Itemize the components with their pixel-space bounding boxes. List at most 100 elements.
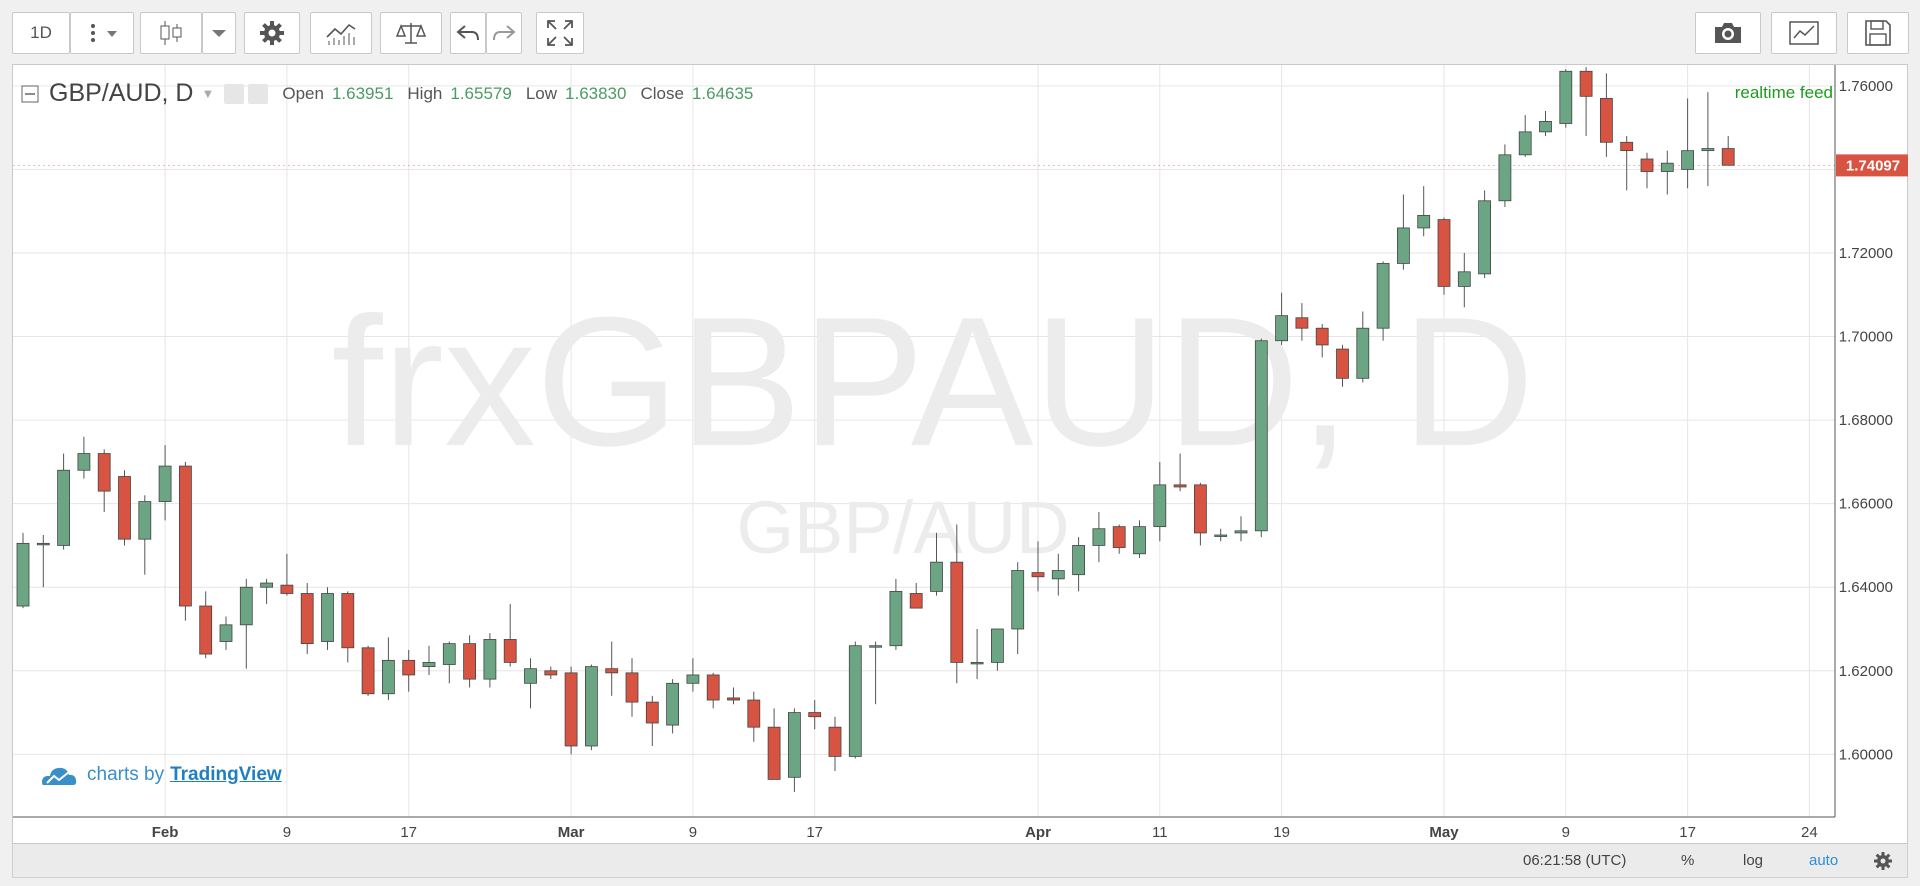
- candle: [1579, 67, 1593, 137]
- last-price-label: 1.74097: [1846, 157, 1900, 174]
- candle-body: [808, 712, 822, 718]
- realtime-feed-label: realtime feed: [1734, 83, 1833, 102]
- candle-body: [544, 670, 558, 676]
- candle-body: [239, 586, 253, 626]
- candle-body: [585, 666, 598, 747]
- candle: [1640, 152, 1654, 189]
- candle-body: [1478, 200, 1491, 275]
- time-tick-label: 17: [1679, 824, 1696, 841]
- candle: [767, 708, 781, 780]
- candle-body: [158, 465, 172, 502]
- candle: [1072, 537, 1085, 592]
- fullscreen-button[interactable]: [536, 12, 584, 54]
- save-icon: [1865, 20, 1891, 46]
- candle-body: [77, 453, 91, 471]
- candle: [930, 532, 943, 596]
- candle: [361, 645, 375, 696]
- time-tick-label: 17: [806, 824, 823, 841]
- percent-toggle[interactable]: %: [1681, 852, 1695, 869]
- candle: [1620, 136, 1634, 191]
- candle: [524, 658, 537, 709]
- candle: [1457, 253, 1471, 308]
- candle: [1600, 73, 1613, 157]
- candle-body: [1457, 271, 1471, 287]
- candle-body: [1437, 219, 1451, 287]
- candle: [381, 637, 395, 701]
- collapse-square-icon[interactable]: [21, 85, 39, 103]
- time-tick-label: Feb: [152, 824, 179, 841]
- redo-button[interactable]: [486, 12, 522, 54]
- symbol-title[interactable]: GBP/AUD, D: [49, 79, 194, 107]
- candle: [16, 532, 30, 609]
- candle-body: [422, 662, 436, 668]
- tradingview-cloud-icon: [42, 767, 77, 785]
- candle-body: [706, 674, 720, 701]
- candle-body: [1356, 327, 1370, 379]
- candle: [1112, 524, 1126, 554]
- chart-frame-icon: [1789, 21, 1819, 45]
- chevron-down-icon[interactable]: ▼: [201, 86, 215, 101]
- candle: [1011, 562, 1025, 655]
- indicators-button[interactable]: [310, 12, 372, 54]
- candle: [1092, 512, 1106, 563]
- candle-body: [1336, 348, 1349, 379]
- price-tick-label: 1.72000: [1839, 245, 1893, 262]
- scales-icon: [396, 23, 426, 44]
- time-tick-label: 9: [1562, 824, 1570, 841]
- eye-icon[interactable]: [224, 83, 245, 104]
- chart-type-menu-button[interactable]: [202, 12, 236, 54]
- candles: [16, 67, 1735, 792]
- time-axis[interactable]: Feb 9 17 Mar 9 17 Apr 11 19 May 9 17 24: [152, 824, 1818, 841]
- candle-body: [930, 561, 943, 592]
- publish-idea-button[interactable]: [1771, 12, 1837, 54]
- snapshot-button[interactable]: [1695, 12, 1761, 54]
- candle: [666, 679, 679, 734]
- gear-icon[interactable]: [1873, 851, 1893, 871]
- candle: [1133, 520, 1146, 558]
- compare-button[interactable]: [380, 12, 442, 54]
- candle-body: [524, 668, 537, 684]
- candle: [1437, 217, 1451, 295]
- candle-body: [727, 697, 740, 701]
- time-tick-label: Mar: [558, 824, 585, 841]
- time-tick-label: 17: [400, 824, 417, 841]
- interval-button[interactable]: 1D: [12, 12, 70, 54]
- candle-body: [138, 501, 152, 540]
- gear-icon[interactable]: [248, 83, 269, 104]
- auto-toggle[interactable]: auto: [1809, 852, 1839, 869]
- candle: [138, 495, 152, 575]
- price-chart[interactable]: frxGBPAUD, D GBP/AUD 1.60000 1.62000 1.640…: [13, 65, 1909, 845]
- candle-body: [564, 672, 578, 747]
- chart-type-button[interactable]: [140, 12, 202, 54]
- price-tick-label: 1.60000: [1839, 746, 1893, 763]
- candle-body: [280, 584, 294, 594]
- candle-body: [645, 701, 659, 724]
- candle: [1701, 92, 1715, 187]
- undo-button[interactable]: [450, 12, 486, 54]
- candle-body: [1640, 158, 1654, 172]
- chart-panel[interactable]: frxGBPAUD, D GBP/AUD 1.60000 1.62000 1.640…: [12, 64, 1908, 844]
- log-toggle[interactable]: log: [1743, 852, 1764, 869]
- candle-body: [1254, 340, 1268, 532]
- time-tick-label: 11: [1152, 824, 1168, 841]
- candle: [260, 578, 274, 604]
- series-legend: GBP/AUD, D ▼ Open 1.63951 High 1.65579 L…: [21, 79, 753, 108]
- tradingview-link[interactable]: TradingView: [170, 764, 282, 785]
- watermark-symbol: frxGBPAUD, D: [332, 278, 1535, 484]
- candle-body: [828, 726, 842, 757]
- candle-body: [1620, 141, 1634, 152]
- settings-button[interactable]: [244, 12, 300, 54]
- redo-icon: [493, 25, 516, 41]
- candle-body: [381, 659, 395, 695]
- candle: [158, 445, 172, 521]
- price-axis[interactable]: 1.60000 1.62000 1.64000 1.66000 1.68000 1.700…: [1836, 78, 1908, 763]
- candle: [1478, 190, 1491, 279]
- candle: [1417, 186, 1431, 237]
- price-tick-label: 1.76000: [1839, 78, 1893, 95]
- candle-body: [483, 639, 497, 680]
- interval-menu-button[interactable]: [70, 12, 134, 54]
- candle-body: [970, 662, 984, 665]
- candle: [686, 658, 700, 692]
- gear-icon: [260, 21, 284, 45]
- save-button[interactable]: [1847, 12, 1909, 54]
